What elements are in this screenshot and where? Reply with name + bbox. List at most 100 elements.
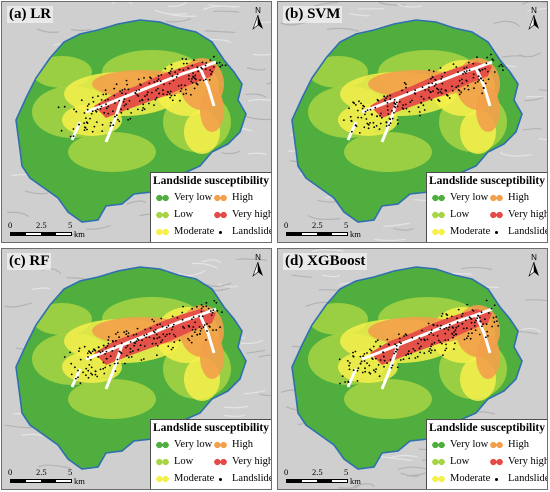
landslide-point xyxy=(147,98,150,101)
landslide-point xyxy=(446,317,449,320)
landslide-point xyxy=(465,66,468,69)
landslide-point xyxy=(206,323,208,325)
landslide-point xyxy=(104,346,107,349)
landslide-point xyxy=(192,72,194,74)
landslide-point xyxy=(112,124,115,127)
river xyxy=(70,60,217,143)
landslide-point xyxy=(473,87,475,90)
landslide-point xyxy=(193,331,196,333)
map-panel-4: (d) XGBoost N 0 2.5 5 km Landslide susceptibil… xyxy=(277,248,548,490)
landslide-point xyxy=(204,78,207,81)
landslide-point xyxy=(191,318,193,320)
terrain-relief xyxy=(21,433,42,437)
legend-label: Low xyxy=(174,456,194,467)
landslide-point xyxy=(86,352,89,355)
legend-label: Very low xyxy=(174,192,213,203)
landslide-point xyxy=(357,116,359,119)
landslide-point xyxy=(135,89,138,92)
landslide-point xyxy=(488,312,490,314)
landslide-point xyxy=(379,359,382,361)
legend-item: Low xyxy=(155,456,193,468)
landslide-point xyxy=(434,79,437,82)
landslide-point xyxy=(181,318,184,321)
legend-item: Very low xyxy=(431,192,488,204)
legend-label: Moderate xyxy=(174,473,215,484)
landslide-point xyxy=(170,63,173,66)
landslide-point xyxy=(451,85,453,88)
landslide-point xyxy=(500,63,502,66)
terrain-relief xyxy=(243,389,266,395)
landslide-point xyxy=(122,100,125,103)
scale-tick-2: 5 xyxy=(68,467,73,477)
landslide-point xyxy=(369,108,372,111)
landslide-point xyxy=(482,323,485,325)
landslide-point xyxy=(407,350,410,353)
landslide-point xyxy=(440,92,443,95)
landslide-point xyxy=(90,372,92,375)
legend-item: Very high xyxy=(489,456,547,468)
landslide-point xyxy=(143,334,146,337)
landslide-point xyxy=(118,336,120,339)
landslide-point xyxy=(414,349,416,352)
legend-swatch xyxy=(490,211,503,219)
landslide-point xyxy=(455,326,458,329)
legend-item: Moderate xyxy=(431,473,490,485)
landslide-point xyxy=(204,68,207,71)
scale-bar: 0 2.5 5 km xyxy=(284,220,364,242)
landslide-point xyxy=(472,73,475,76)
landslide-point xyxy=(117,362,119,364)
landslide-point xyxy=(372,121,375,124)
landslide-point xyxy=(360,116,363,119)
landslide-point xyxy=(432,70,435,73)
map-panel-3: (c) RF N 0 2.5 5 km Landslide susceptibility Ve… xyxy=(1,248,272,490)
landslide-point xyxy=(429,91,432,94)
landslide-point xyxy=(111,350,114,352)
terrain-relief xyxy=(499,151,532,157)
landslide-point xyxy=(140,84,142,86)
landslide-point xyxy=(465,337,468,340)
landslide-point xyxy=(407,353,410,356)
terrain-relief xyxy=(348,13,371,17)
landslide-point xyxy=(371,357,373,359)
terrain-relief xyxy=(538,88,547,92)
map-panel-1: (a) LR N 0 2.5 5 km Landslide susceptibility Ve… xyxy=(1,1,272,243)
landslide-point xyxy=(394,103,397,106)
landslide-point xyxy=(422,104,425,107)
legend-label: Very low xyxy=(450,192,489,203)
terrain-relief xyxy=(253,53,271,56)
landslide-point xyxy=(467,61,470,64)
landslide-point xyxy=(213,299,216,302)
landslide-point xyxy=(420,95,423,98)
landslide-point xyxy=(428,69,431,72)
landslide-point xyxy=(423,352,426,355)
landslide-point xyxy=(167,324,170,327)
landslide-point xyxy=(383,99,386,102)
terrain-relief xyxy=(246,66,266,71)
legend-swatch xyxy=(432,458,445,466)
landslide-point xyxy=(389,98,392,101)
landslide-point xyxy=(184,88,187,91)
landslide-point xyxy=(455,66,458,68)
landslide-point xyxy=(120,108,122,111)
legend-title: Landslide susceptibility xyxy=(153,175,269,187)
landslide-point xyxy=(389,118,392,121)
landslide-point xyxy=(63,356,66,358)
terrain-relief xyxy=(213,10,240,13)
landslide-point xyxy=(211,311,214,314)
landslide-point xyxy=(114,370,117,372)
landslide-point xyxy=(159,80,162,83)
landslide-point xyxy=(386,95,389,98)
landslide-point xyxy=(154,342,157,345)
landslide-point xyxy=(341,375,344,377)
landslide-point xyxy=(484,82,487,85)
landslide-point xyxy=(356,369,359,372)
landslide-point xyxy=(437,339,440,342)
scale-unit: km xyxy=(350,229,361,239)
terrain-relief xyxy=(522,128,542,131)
landslide-point xyxy=(136,327,139,330)
landslide-point xyxy=(83,129,86,131)
north-arrow-icon: N xyxy=(250,252,266,282)
landslide-point xyxy=(344,381,346,383)
landslide-point xyxy=(170,348,173,351)
